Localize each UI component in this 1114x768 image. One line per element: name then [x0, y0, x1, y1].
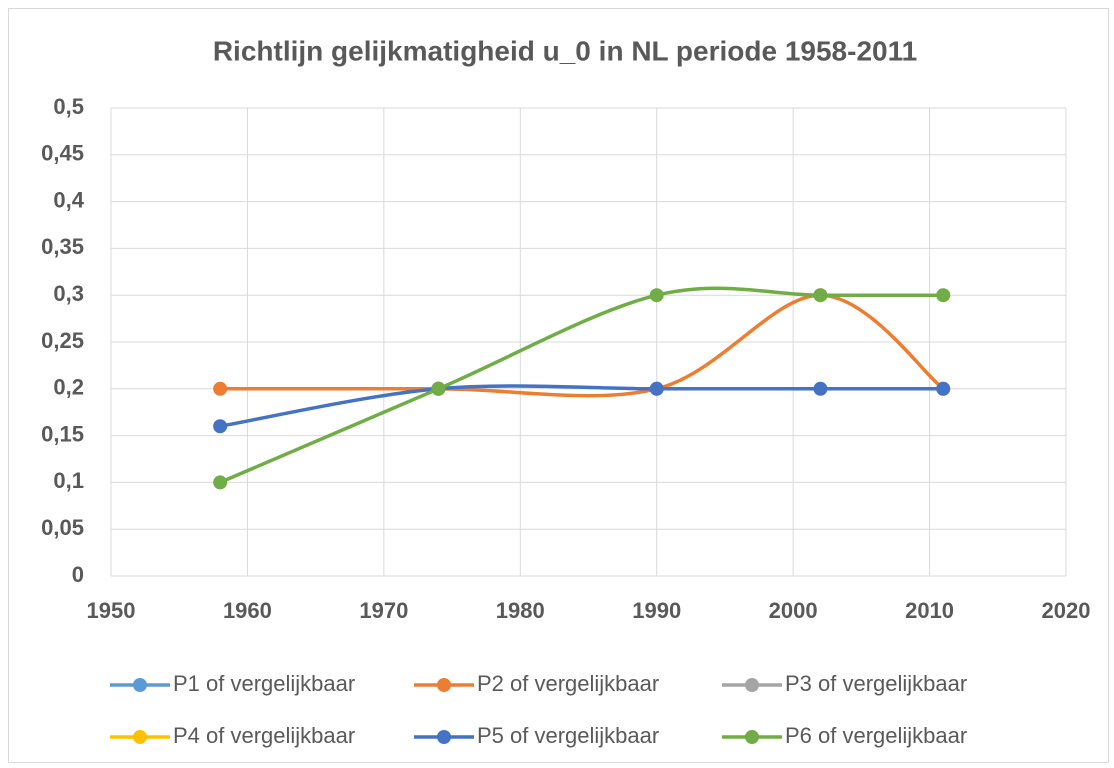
- legend-marker: [745, 678, 759, 692]
- x-tick-label: 1960: [223, 598, 272, 623]
- y-tick-label: 0,15: [41, 421, 84, 446]
- legend-marker: [133, 730, 147, 744]
- y-tick-label: 0: [72, 562, 84, 587]
- legend-label: P5 of vergelijkbaar: [477, 723, 659, 748]
- data-point: [213, 381, 228, 396]
- legend-label: P6 of vergelijkbaar: [785, 723, 967, 748]
- legend-label: P1 of vergelijkbaar: [173, 671, 355, 696]
- y-tick-label: 0,3: [53, 281, 84, 306]
- y-tick-label: 0,45: [41, 141, 84, 166]
- legend-marker: [437, 678, 451, 692]
- legend-marker: [437, 730, 451, 744]
- x-tick-label: 1980: [496, 598, 545, 623]
- data-point: [936, 381, 951, 396]
- data-point: [213, 475, 228, 490]
- legend-label: P2 of vergelijkbaar: [477, 671, 659, 696]
- legend-label: P4 of vergelijkbaar: [173, 723, 355, 748]
- series-line: [219, 286, 944, 485]
- series-line: [219, 384, 944, 428]
- y-tick-label: 0,5: [53, 94, 84, 119]
- chart-title: Richtlijn gelijkmatigheid u_0 in NL peri…: [213, 35, 917, 66]
- data-point: [649, 381, 664, 396]
- data-point: [213, 419, 228, 434]
- x-tick-label: 2010: [905, 598, 954, 623]
- x-tick-label: 1950: [87, 598, 136, 623]
- x-tick-label: 1970: [359, 598, 408, 623]
- legend-label: P3 of vergelijkbaar: [785, 671, 967, 696]
- data-point: [649, 288, 664, 303]
- y-tick-label: 0,4: [53, 187, 84, 212]
- data-point: [431, 381, 446, 396]
- y-tick-label: 0,35: [41, 234, 84, 259]
- legend-marker: [133, 678, 147, 692]
- x-tick-label: 2000: [769, 598, 818, 623]
- y-tick-label: 0,25: [41, 328, 84, 353]
- y-tick-label: 0,1: [53, 468, 84, 493]
- data-point: [813, 288, 828, 303]
- y-tick-label: 0,2: [53, 375, 84, 400]
- data-point: [813, 381, 828, 396]
- legend-marker: [745, 730, 759, 744]
- x-tick-label: 1990: [632, 598, 681, 623]
- data-point: [936, 288, 951, 303]
- x-tick-label: 2020: [1042, 598, 1091, 623]
- y-tick-label: 0,05: [41, 515, 84, 540]
